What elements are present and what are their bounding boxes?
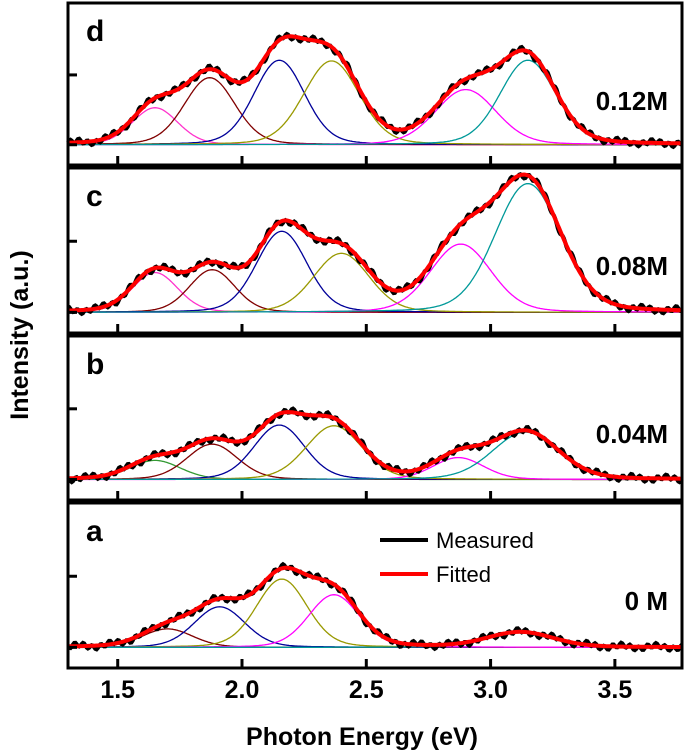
panel-letter: d <box>86 15 104 48</box>
x-tick-label: 3.5 <box>597 676 632 704</box>
fitted-line <box>68 34 682 146</box>
panel-d: d 0.12M <box>66 1 684 167</box>
y-axis-title: Intensity (a.u.) <box>6 250 34 419</box>
component-peak-3 <box>68 578 682 648</box>
concentration-label: 0.12M <box>596 86 668 116</box>
x-tick-label: 1.5 <box>100 676 135 704</box>
fitted-line <box>67 172 682 313</box>
panel-letter: c <box>86 180 103 213</box>
panel-frame <box>66 501 684 670</box>
panel-letter: a <box>86 515 103 548</box>
measured-line <box>66 31 683 150</box>
x-tick-label: 2.0 <box>225 676 260 704</box>
concentration-label: 0.08M <box>596 251 668 281</box>
x-tick-label: 3.0 <box>473 676 508 704</box>
legend-label: Fitted <box>436 562 491 587</box>
panel-frame <box>66 334 684 502</box>
x-tick-label: 2.5 <box>349 676 384 704</box>
measured-line <box>66 561 684 653</box>
panel-b: b 0.04M <box>66 334 684 502</box>
x-axis-title: Photon Energy (eV) <box>246 723 478 751</box>
measured-line <box>67 172 684 317</box>
panel-c: c 0.08M <box>66 166 684 335</box>
panel-frame <box>66 166 684 335</box>
panel-letter: b <box>86 348 104 381</box>
legend: Measured Fitted <box>380 528 534 587</box>
component-peak-4 <box>68 594 682 648</box>
panel-frame <box>66 1 684 167</box>
concentration-label: 0 M <box>625 586 668 616</box>
component-peak-4 <box>68 252 682 313</box>
fitted-line <box>68 409 682 481</box>
component-peak-6 <box>68 182 682 313</box>
concentration-label: 0.04M <box>596 419 668 449</box>
legend-label: Measured <box>436 528 534 553</box>
panel-a: a 0 M <box>66 501 684 670</box>
fitted-line <box>68 565 682 649</box>
